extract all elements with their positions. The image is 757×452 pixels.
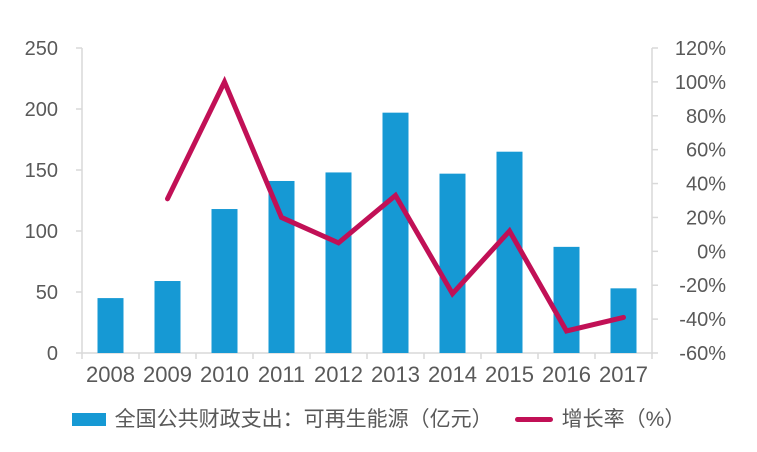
left-axis-label-200: 200 xyxy=(25,99,58,121)
x-axis-label-2014: 2014 xyxy=(428,362,477,387)
line-series-swatch xyxy=(514,416,553,422)
growth-rate-line xyxy=(165,75,626,334)
x-axis-label-2008: 2008 xyxy=(86,362,135,387)
left-axis-label-50: 50 xyxy=(36,282,58,304)
bar-2008 xyxy=(97,298,124,353)
bar-2011 xyxy=(268,180,295,353)
right-axis-label-100%: 100% xyxy=(675,72,726,94)
left-axis-label-0: 0 xyxy=(47,343,58,365)
x-axis-label-2012: 2012 xyxy=(314,362,363,387)
bar-series-label: 全国公共财政支出：可再生能源（亿元） xyxy=(114,407,493,431)
bar-2012 xyxy=(325,172,352,353)
bar-2013 xyxy=(382,112,409,353)
legend: 全国公共财政支出：可再生能源（亿元） 增长率（%） xyxy=(0,398,757,440)
legend-item-bar-series: 全国公共财政支出：可再生能源（亿元） xyxy=(71,407,493,431)
x-axis-label-2011: 2011 xyxy=(258,362,305,387)
bar-2014 xyxy=(439,173,466,353)
bar-2009 xyxy=(154,281,181,353)
line-series-label: 增长率（%） xyxy=(561,407,686,431)
right-axis-label--20%: -20% xyxy=(679,275,726,297)
bar-2016 xyxy=(553,246,580,353)
right-axis-label--60%: -60% xyxy=(679,343,726,365)
right-axis-label-0%: 0% xyxy=(697,241,726,263)
bar-2010 xyxy=(211,209,238,353)
right-axis-label-80%: 80% xyxy=(686,106,726,128)
x-axis-label-2016: 2016 xyxy=(542,362,591,387)
right-axis-label-40%: 40% xyxy=(686,174,726,196)
right-axis-label--40%: -40% xyxy=(679,309,726,331)
left-axis-label-150: 150 xyxy=(25,160,58,182)
x-axis-label-2010: 2010 xyxy=(200,362,249,387)
legend-item-line-series: 增长率（%） xyxy=(514,407,686,431)
x-axis-label-2013: 2013 xyxy=(371,362,420,387)
bar-2015 xyxy=(496,151,523,353)
x-axis-label-2017: 2017 xyxy=(599,362,648,387)
bar-series-swatch xyxy=(71,412,106,426)
x-axis-label-2015: 2015 xyxy=(485,362,534,387)
left-axis-label-100: 100 xyxy=(25,221,58,243)
right-axis-label-120%: 120% xyxy=(675,38,726,60)
right-axis-label-60%: 60% xyxy=(686,140,726,162)
x-axis-label-2009: 2009 xyxy=(143,362,192,387)
right-axis-label-20%: 20% xyxy=(686,207,726,229)
left-axis-label-250: 250 xyxy=(25,38,58,60)
